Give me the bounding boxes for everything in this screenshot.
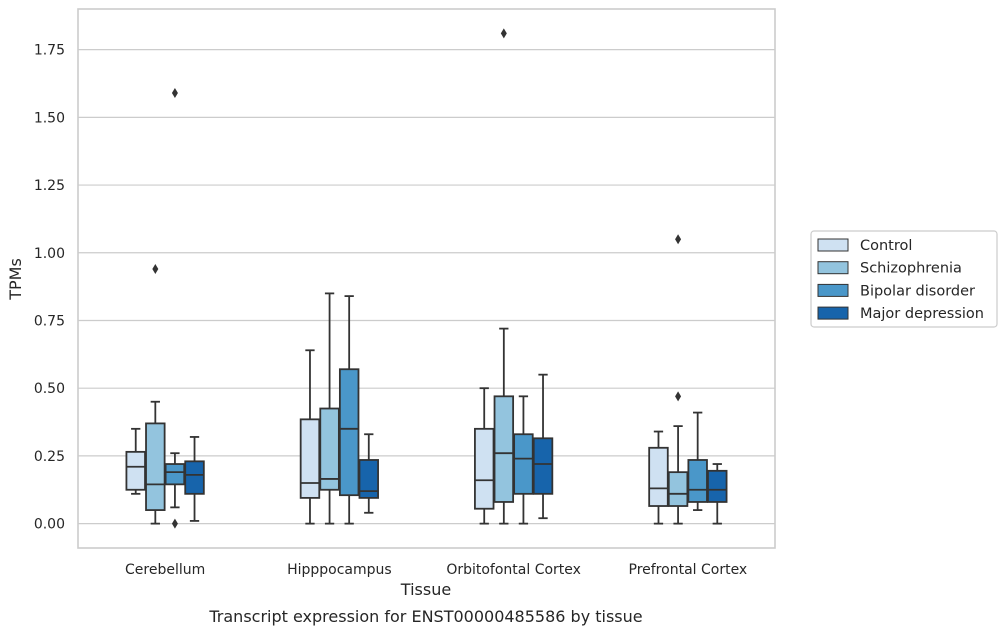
box-body [299, 418, 321, 499]
y-tick-label: 1.50 [34, 110, 65, 126]
legend: Control Schizophrenia Bipolar disorder Majo… [810, 230, 998, 328]
box-orbitofontal-cortex-control [474, 387, 495, 525]
outlier-point [171, 518, 178, 529]
legend-entry-label: Control [860, 238, 912, 254]
legend-swatch [817, 283, 849, 297]
plot-frame [77, 8, 776, 549]
box-orbitofontal-cortex-schizophrenia [493, 28, 515, 525]
x-tick-label: Orbitofontal Cortex [446, 562, 581, 578]
box-body [125, 450, 146, 491]
y-tick-label: 1.75 [34, 43, 65, 59]
x-tick-label: Hipppocampus [287, 562, 392, 578]
box-hipppocampus-bipolar-disorder [338, 295, 360, 525]
outlier-point [171, 87, 178, 98]
box-prefrontal-cortex-major-depression [707, 463, 728, 525]
box-prefrontal-cortex-bipolar-disorder [687, 411, 708, 511]
box-cerebellum-bipolar-disorder [164, 87, 186, 529]
box-body [707, 469, 728, 503]
box-body [493, 395, 515, 503]
box-series-layer [125, 28, 728, 529]
box-body [164, 463, 186, 486]
y-tick-label: 1.00 [34, 246, 65, 262]
box-orbitofontal-cortex-major-depression [532, 373, 554, 520]
legend-swatch [817, 238, 849, 252]
box-hipppocampus-control [299, 349, 321, 525]
y-tick-label: 1.25 [34, 178, 65, 194]
legend-entry-label: Major depression [860, 306, 984, 322]
legend-swatch [817, 306, 849, 320]
gridlines [78, 49, 775, 525]
y-tick-label: 0.75 [34, 313, 65, 329]
legend-entry-label: Bipolar disorder [860, 283, 975, 299]
x-axis-label: Tissue [400, 580, 451, 599]
y-tick-label: 0.00 [34, 517, 65, 533]
outlier-point [675, 391, 682, 402]
box-hipppocampus-schizophrenia [319, 292, 340, 525]
box-body [687, 459, 708, 503]
box-body [474, 427, 495, 510]
box-cerebellum-schizophrenia [145, 264, 166, 525]
outlier-point [500, 28, 507, 39]
x-tick-labels: Cerebellum Hipppocampus Orbitofontal Corte… [125, 562, 747, 578]
legend-entry-label: Schizophrenia [860, 261, 962, 277]
box-body [145, 422, 166, 511]
box-body [532, 437, 554, 495]
box-hipppocampus-major-depression [358, 433, 379, 514]
outlier-point [152, 264, 159, 275]
x-tick-label: Cerebellum [125, 562, 205, 578]
box-body [319, 407, 340, 491]
box-body [184, 460, 205, 495]
box-orbitofontal-cortex-bipolar-disorder [513, 395, 534, 525]
outlier-point [675, 234, 682, 245]
box-prefrontal-cortex-schizophrenia [667, 234, 689, 525]
box-cerebellum-control [125, 427, 146, 495]
x-tick-label: Prefrontal Cortex [629, 562, 748, 578]
chart-title: Transcript expression for ENST0000048558… [208, 607, 642, 626]
y-tick-label: 0.25 [34, 449, 65, 465]
box-body [648, 446, 669, 507]
box-body [358, 459, 379, 499]
box-prefrontal-cortex-control [648, 430, 669, 525]
box-body [667, 471, 689, 507]
legend-swatch [817, 261, 849, 275]
y-tick-label: 0.50 [34, 381, 65, 397]
y-tick-labels: 0.00 0.25 0.50 0.75 1.00 1.25 1.50 1.75 [34, 43, 65, 533]
box-body [513, 433, 534, 495]
box-body [338, 368, 360, 497]
legend-frame [810, 230, 998, 328]
box-cerebellum-major-depression [184, 436, 205, 522]
y-axis-label: TPMs [6, 258, 25, 301]
